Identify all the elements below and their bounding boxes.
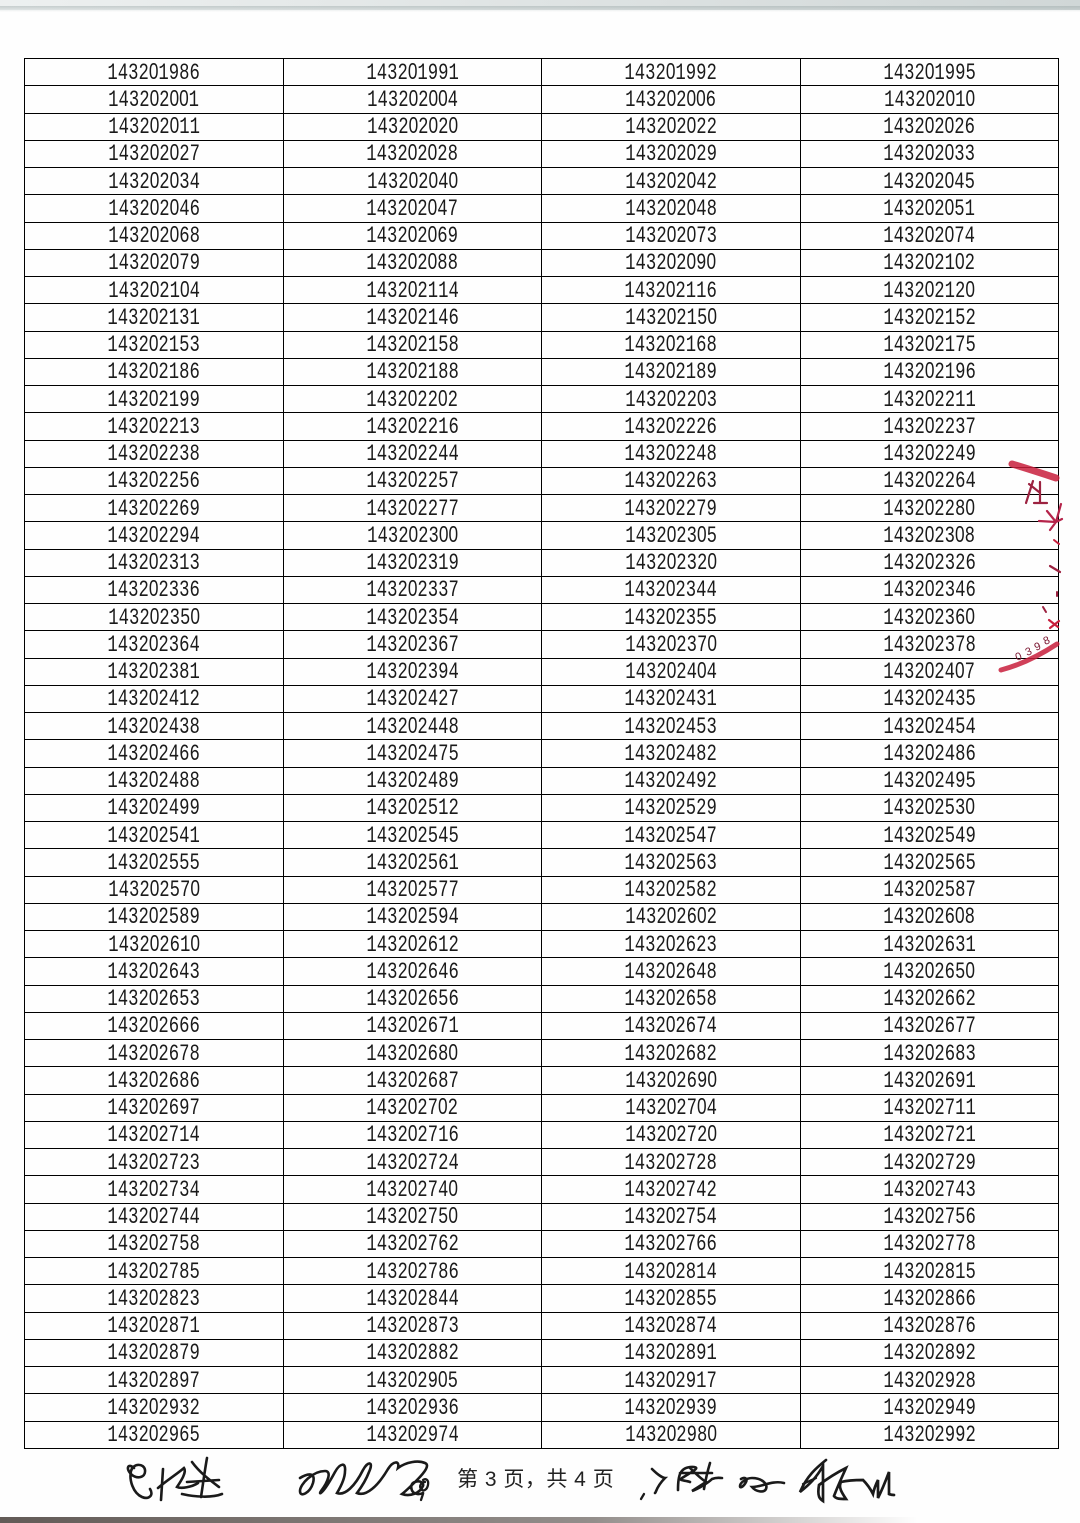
svg-text:8: 8	[1042, 634, 1052, 647]
svg-text:3: 3	[1024, 645, 1034, 658]
svg-text:9: 9	[1033, 640, 1043, 653]
svg-text:0: 0	[1014, 650, 1024, 663]
